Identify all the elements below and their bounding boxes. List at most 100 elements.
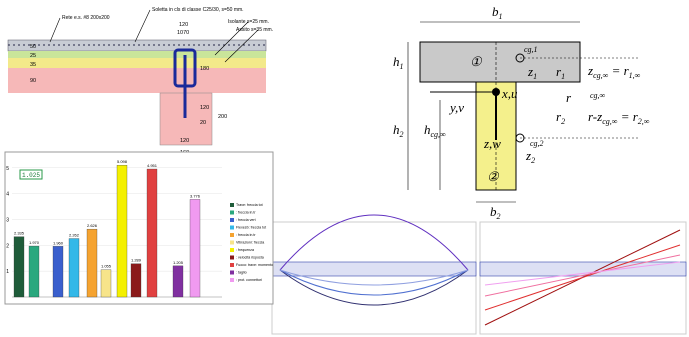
leader [134, 9, 151, 43]
value-label: 2.626 [87, 223, 98, 228]
legend-swatch [230, 203, 234, 207]
composite-section: b1 h1 ① ② cg,1 z1 r1 zcg,∞ = r1,∞ cg,∞ r… [393, 4, 650, 221]
dim: 180 [200, 66, 209, 72]
leader [224, 29, 259, 63]
beam [271, 261, 477, 277]
legend-swatch [230, 225, 234, 230]
callout: Assito s=35 mm. [236, 27, 273, 33]
legend-label: Trave: freccia tot [236, 203, 263, 207]
value-label: 2.262 [69, 233, 80, 238]
leader [214, 21, 249, 56]
legend-label: Fuoco: trave: momento [236, 263, 273, 267]
callout: Rete e.s. #8 200x200 [62, 15, 110, 21]
legend-swatch [230, 210, 234, 215]
value-label: 5.098 [117, 159, 128, 164]
curve [279, 269, 469, 296]
curve [279, 269, 469, 286]
value-label: 4.951 [147, 163, 158, 168]
leader [49, 17, 61, 43]
value-label: 2.335 [14, 231, 25, 236]
origin [492, 88, 500, 96]
callout: Soletta in cls di classe C25/30, s=50 mm… [152, 7, 244, 13]
value-label: 1.970 [29, 240, 40, 245]
panel [271, 221, 477, 335]
legend-label: : taglio [236, 271, 247, 275]
bar [172, 265, 184, 298]
cg2 [515, 133, 525, 143]
legend-swatch [230, 218, 234, 222]
value-label: 1.055 [101, 264, 112, 269]
y-tick-label: 5 [6, 166, 9, 172]
legend-label: : freccia in.tr [236, 211, 256, 215]
label: cg,1 [524, 45, 538, 54]
label: r [566, 90, 572, 105]
legend-label: Flexesb: freccia tot [236, 226, 266, 230]
legend-swatch [230, 255, 234, 260]
dim: 1070 [177, 30, 189, 36]
dim: 35 [30, 62, 36, 68]
label: cg,∞ [590, 91, 606, 100]
dim: 20 [200, 120, 206, 126]
box [19, 169, 43, 180]
panel [479, 221, 687, 335]
insulation [8, 51, 266, 58]
dim: 90 [30, 78, 36, 84]
label: zcg,∞ = r1,∞ [587, 63, 641, 80]
y-tick-label: 2 [6, 243, 9, 249]
bar [100, 269, 112, 298]
value-label: 1.205 [173, 260, 184, 265]
label: h2 [393, 122, 404, 139]
bar [116, 165, 128, 298]
bar [52, 246, 64, 298]
dim: 200 [218, 114, 227, 120]
line-plots [271, 214, 687, 335]
legend-swatch [230, 263, 234, 267]
legend-swatch [230, 240, 234, 245]
legend-label: : freccia vert [236, 218, 256, 222]
dim: 120 [179, 22, 188, 28]
curve [484, 244, 681, 311]
y-tick-label: 1 [6, 269, 9, 275]
label: ② [487, 169, 500, 184]
legend-label: : velocità risposta [236, 256, 264, 260]
value-label: 1.289 [131, 258, 142, 263]
label: y,v [448, 100, 464, 115]
label: h1 [393, 54, 404, 71]
legend-label: : freccia in.tr [236, 233, 256, 237]
bar [28, 245, 40, 298]
label: b2 [490, 204, 501, 221]
label: r1 [556, 64, 565, 81]
label: cg,2 [530, 139, 544, 148]
y-tick-label: 3 [6, 217, 9, 223]
legend-swatch [230, 270, 234, 275]
beam [479, 261, 687, 277]
label: z1 [527, 64, 537, 81]
bar [13, 236, 25, 298]
cg1 [515, 53, 525, 63]
y-tick-label: 4 [6, 192, 9, 198]
label: r2 [556, 109, 565, 126]
curve [484, 261, 681, 286]
legend-label: : frequenza [236, 248, 254, 252]
dim: 120 [200, 105, 209, 111]
curve [484, 254, 681, 297]
section-drawing: Rete e.s. #8 200x200 Soletta in cls di c… [7, 7, 273, 156]
label: ① [470, 54, 483, 69]
bar [189, 199, 201, 298]
bar [86, 228, 98, 298]
bar [130, 263, 142, 298]
label: hcg,∞ [424, 122, 446, 139]
value-label: 1.960 [53, 240, 64, 245]
legend-swatch [230, 233, 234, 237]
label: z,w [483, 136, 501, 151]
legend-label: Vibrazioni: freccia [236, 241, 264, 245]
label: z2 [525, 148, 535, 165]
bar-chart: 1.025 1 2 3 4 5 2.335 Trave: freccia tot 1.970:… [4, 151, 274, 305]
bar [146, 168, 158, 298]
legend-label: : prot. connettori [236, 278, 262, 282]
box-label: 1.025 [22, 172, 40, 179]
legend-swatch [230, 248, 234, 252]
label: x,u [501, 86, 518, 101]
value-label: 3.776 [190, 193, 201, 198]
